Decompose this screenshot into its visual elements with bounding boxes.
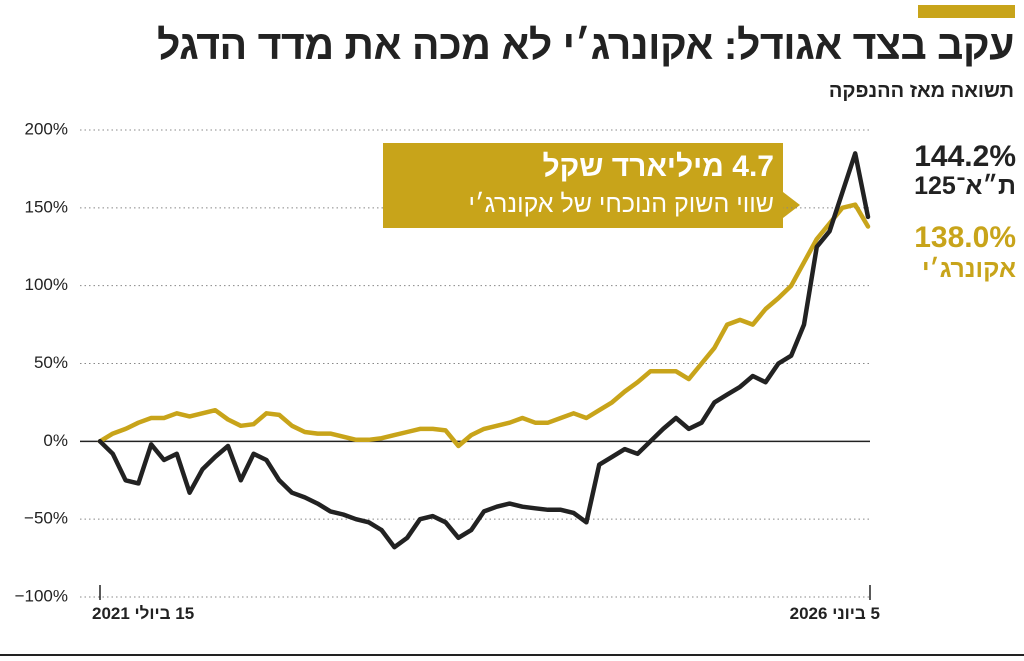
x-tick-label: 5 ביוני 2026 [789, 604, 880, 623]
series-line [97, 151, 871, 550]
y-tick-label: 50% [34, 353, 68, 372]
annotation-text: שווי השוק הנוכחי של אקונרג׳י [468, 190, 774, 218]
chart-title: עקב בצד אגודל: אקונרג׳י לא מכה את מדד הד… [156, 22, 1015, 68]
x-tick-label: 15 ביולי 2021 [92, 604, 195, 623]
y-tick-label: 150% [25, 197, 68, 216]
y-tick-label: −100% [15, 586, 68, 605]
annotation-title: 4.7 מיליארד שקל [542, 150, 774, 183]
end-value-label: 138.0% [914, 220, 1016, 254]
y-tick-label: 200% [25, 119, 68, 138]
note-pointer [783, 192, 800, 218]
end-value-label: 144.2% [914, 139, 1016, 173]
legend-label: אקונרג׳י [921, 254, 1016, 283]
y-tick-label: −50% [24, 509, 68, 528]
y-tick-label: 0% [43, 431, 68, 450]
legend-label: ת״א־125 [914, 171, 1016, 200]
y-tick-label: 100% [25, 275, 68, 294]
annotation-box [383, 143, 783, 228]
accent-bar [918, 5, 1015, 18]
chart-subtitle: תשואה מאז ההנפקה [828, 80, 1014, 102]
series-line [97, 202, 871, 449]
